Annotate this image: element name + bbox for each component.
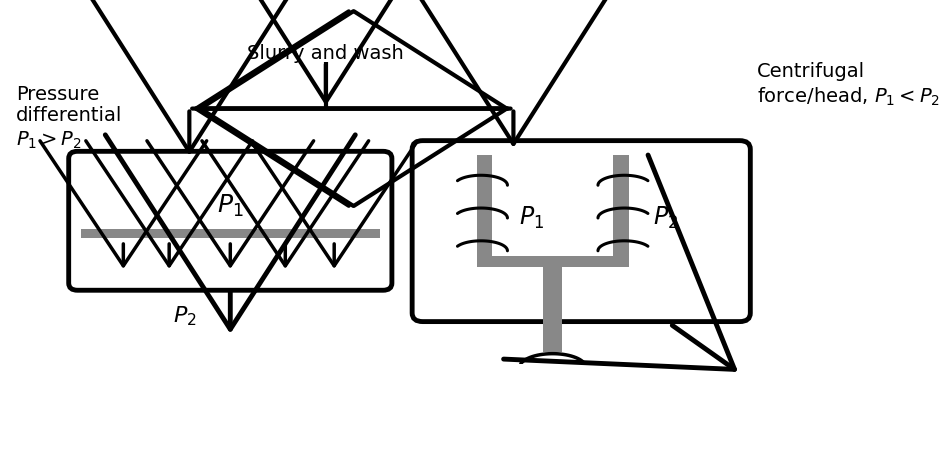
Text: Pressure: Pressure: [16, 85, 99, 104]
Bar: [613, 155, 629, 267]
Text: $P_1 > P_2$: $P_1 > P_2$: [16, 130, 82, 151]
FancyBboxPatch shape: [68, 151, 392, 290]
Bar: [477, 155, 492, 267]
Text: $P_1$: $P_1$: [519, 205, 544, 231]
Text: force/head, $P_1 < P_2$: force/head, $P_1 < P_2$: [757, 86, 940, 108]
Text: $P_1$: $P_1$: [217, 193, 243, 219]
Text: $P_2$: $P_2$: [173, 304, 197, 328]
Bar: [81, 229, 380, 238]
Text: Centrifugal: Centrifugal: [757, 62, 865, 80]
Bar: [477, 256, 629, 267]
FancyBboxPatch shape: [412, 141, 750, 322]
Text: differential: differential: [16, 106, 123, 126]
Bar: [543, 267, 562, 352]
Text: Slurry and wash: Slurry and wash: [247, 44, 404, 64]
Text: $P_2$: $P_2$: [654, 205, 678, 231]
